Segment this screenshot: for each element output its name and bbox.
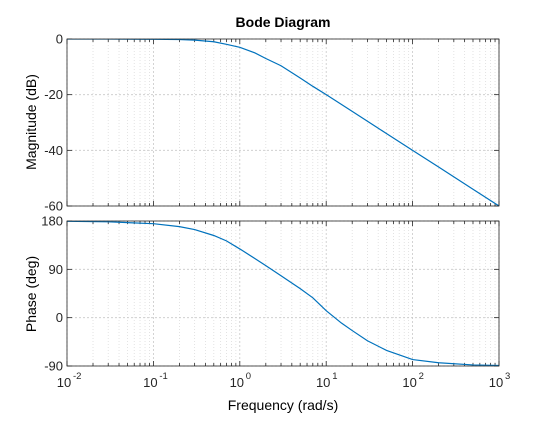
x-tick-label-base: 10	[230, 375, 244, 390]
magnitude-y-tick-label: -60	[44, 199, 63, 214]
frequency-axis-label: Frequency (rad/s)	[228, 397, 338, 413]
x-tick-label: 10 -1	[143, 371, 168, 390]
magnitude-y-tick-label: -20	[44, 87, 63, 102]
x-tick-label-base: 10	[57, 375, 71, 390]
magnitude-y-tick-label: 0	[56, 32, 63, 47]
x-tick-label-exponent: 3	[505, 371, 510, 382]
x-tick-label-exponent: -1	[159, 371, 167, 382]
phase-y-tick-label: 180	[41, 214, 63, 229]
chart-title: Bode Diagram	[236, 14, 331, 30]
x-tick-label-base: 10	[316, 375, 330, 390]
x-tick-label: 10 -2	[57, 371, 82, 390]
magnitude-plot: 0 -20 -40 -60	[44, 32, 499, 214]
x-tick-label-exponent: 1	[332, 371, 337, 382]
magnitude-plot-area	[67, 39, 499, 206]
x-tick-label-base: 10	[143, 375, 157, 390]
x-tick-label-exponent: 2	[419, 371, 424, 382]
phase-y-tick-label: -90	[44, 359, 63, 374]
x-tick-label-exponent: -2	[73, 371, 81, 382]
phase-y-tick-label: 0	[56, 310, 63, 325]
x-tick-label: 10 2	[402, 371, 424, 390]
x-tick-label: 10 3	[489, 371, 511, 390]
phase-axis-label: Phase (deg)	[23, 256, 39, 332]
magnitude-y-tick-label: -40	[44, 143, 63, 158]
phase-y-tick-label: 90	[49, 262, 63, 277]
x-tick-label: 10 0	[230, 371, 252, 390]
x-tick-label-exponent: 0	[246, 371, 251, 382]
x-tick-label: 10 1	[316, 371, 338, 390]
x-tick-label-base: 10	[489, 375, 503, 390]
phase-plot-area	[67, 221, 499, 366]
magnitude-axis-label: Magnitude (dB)	[23, 74, 39, 170]
x-tick-label-base: 10	[402, 375, 416, 390]
